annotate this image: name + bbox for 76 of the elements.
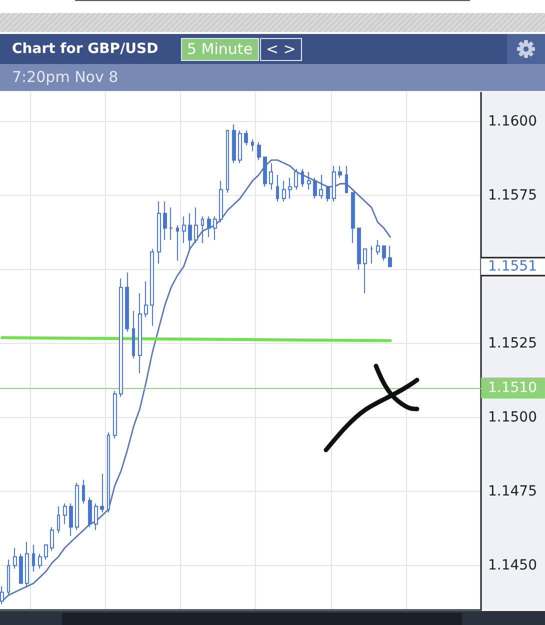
candlestick: [94, 502, 98, 531]
candlestick: [113, 390, 117, 439]
candlestick: [63, 502, 67, 525]
y-tick-label: 1.1525: [488, 336, 537, 352]
candlestick: [313, 177, 317, 200]
candlestick: [176, 224, 179, 262]
candlestick: [376, 240, 380, 256]
candlestick: [13, 547, 17, 570]
candlestick: [219, 180, 223, 223]
candlestick: [269, 162, 273, 190]
candlestick: [150, 248, 154, 326]
candlestick: [88, 497, 92, 528]
candlestick: [288, 177, 292, 200]
candlestick: [100, 473, 104, 513]
candlestick: [107, 432, 110, 513]
candlestick: [194, 206, 198, 244]
candlestick: [382, 245, 386, 262]
candlestick: [232, 124, 236, 164]
candlestick: [0, 586, 4, 605]
candlestick: [119, 278, 123, 398]
y-tick-label: 1.1475: [488, 484, 537, 500]
y-tick-label: 1.1600: [488, 114, 537, 130]
candlestick: [338, 166, 342, 178]
candlestick: [244, 130, 248, 146]
candlestick: [357, 228, 361, 270]
y-tick-label: 1.1500: [488, 410, 537, 426]
text: 1.1551: [488, 258, 537, 275]
candlestick: [182, 216, 186, 244]
timeframe-button: 5 Minute: [181, 38, 259, 61]
candlestick: [82, 479, 85, 504]
candlestick: [282, 180, 286, 202]
candlestick: [388, 245, 392, 268]
y-tick-label: 1.1575: [488, 188, 537, 204]
candlestick: [213, 216, 217, 240]
candlestick: [326, 186, 330, 202]
line-series: [1, 159, 391, 602]
candlestick: [19, 553, 23, 584]
candlestick: [188, 212, 192, 250]
candlestick: [276, 174, 279, 202]
candlestick: [251, 138, 254, 152]
candlestick: [132, 310, 135, 359]
chart-subtitle: 7:20pm Nov 8: [12, 67, 118, 88]
candlestick: [169, 206, 173, 240]
candlestick: [144, 280, 148, 318]
candlestick: [263, 156, 267, 188]
candlestick: [345, 166, 348, 194]
y-tick-label: 1.1450: [488, 558, 537, 574]
chart-title: Chart for GBP/USD: [12, 40, 158, 59]
candlestick: [163, 201, 167, 240]
candlestick: [294, 168, 298, 190]
candlestick: [32, 544, 35, 572]
candlestick: [226, 130, 229, 194]
candlestick: [75, 482, 79, 531]
candlestick: [207, 216, 211, 238]
candlestick: [25, 541, 29, 587]
candlestick: [38, 553, 42, 570]
candlestick: [238, 130, 242, 164]
candlestick: [157, 201, 161, 264]
candlestick: [44, 544, 48, 560]
arrows-button: < >: [260, 38, 302, 61]
candlestick: [301, 168, 304, 188]
candlestick: [50, 526, 54, 552]
candlestick: [201, 216, 204, 244]
candlestick: [307, 171, 311, 190]
candlestick: [138, 292, 142, 374]
candlestick: [57, 506, 60, 534]
candlestick: [69, 502, 73, 536]
candlestick: [363, 248, 367, 294]
candlestick: [319, 174, 323, 200]
candlestick: [332, 166, 336, 202]
candlestick: [125, 272, 129, 332]
candlestick: [7, 559, 10, 596]
ref-line-label: 1.1510: [488, 380, 537, 396]
candlestick: [370, 245, 373, 264]
candlestick: [257, 142, 261, 161]
candlestick: [351, 192, 355, 244]
